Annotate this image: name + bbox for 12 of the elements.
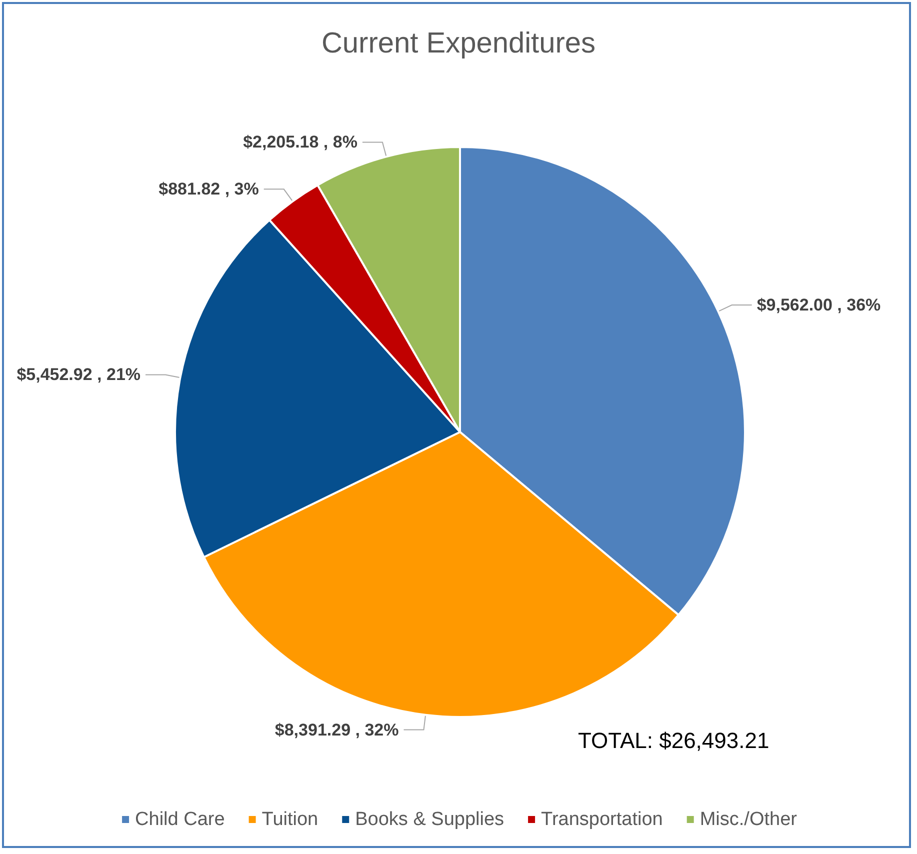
legend-label: Child Care: [135, 809, 225, 830]
data-label: $881.82 , 3%: [158, 180, 259, 199]
text: TOTAL: $26,493.21: [578, 728, 770, 754]
data-label: $9,562.00 , 36%: [756, 296, 881, 315]
legend-label: Misc./Other: [700, 809, 798, 830]
data-label: $5,452.92 , 21%: [16, 365, 141, 384]
chart-title: Current Expenditures: [321, 28, 596, 60]
legend-label: Tuition: [262, 809, 318, 830]
legend-label: Books & Supplies: [355, 809, 504, 830]
data-label: $2,205.18 , 8%: [243, 132, 358, 152]
data-label: $8,391.29 , 32%: [274, 720, 399, 740]
legend-label: Transportation: [541, 809, 663, 830]
